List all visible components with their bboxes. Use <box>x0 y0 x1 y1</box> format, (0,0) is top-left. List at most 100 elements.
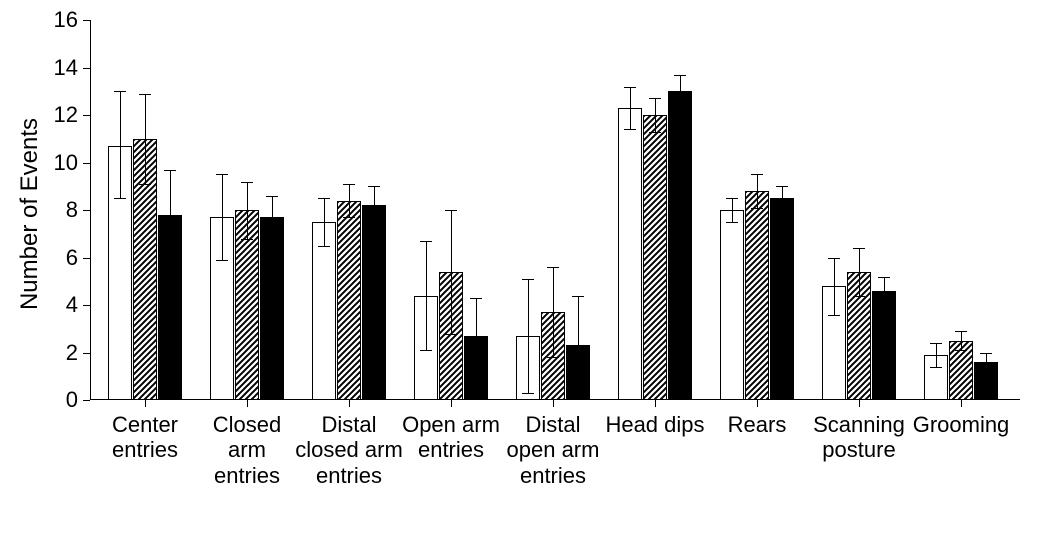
error-bar <box>528 279 529 393</box>
error-bar <box>757 174 758 207</box>
error-bar <box>578 296 579 396</box>
x-category-label: Rears <box>702 412 812 437</box>
bar <box>362 205 386 400</box>
error-cap <box>266 239 278 240</box>
error-cap <box>828 315 840 316</box>
error-cap <box>470 374 482 375</box>
error-bar <box>145 94 146 184</box>
y-tick <box>83 115 90 116</box>
error-bar <box>349 184 350 217</box>
bar <box>618 108 642 400</box>
x-tick <box>757 400 758 407</box>
x-tick <box>859 400 860 407</box>
error-cap <box>368 224 380 225</box>
error-bar <box>476 298 477 374</box>
error-cap <box>216 260 228 261</box>
y-tick <box>83 258 90 259</box>
error-cap <box>368 186 380 187</box>
x-tick <box>247 400 248 407</box>
y-tick-label: 0 <box>42 387 78 413</box>
error-cap <box>420 350 432 351</box>
plot-area: 0246810121416Center entriesClosed arm en… <box>90 20 1020 400</box>
x-tick <box>451 400 452 407</box>
x-category-label: Grooming <box>906 412 1016 437</box>
y-axis-title: Number of Events <box>16 114 44 314</box>
error-cap <box>572 395 584 396</box>
error-bar <box>374 186 375 224</box>
error-cap <box>980 353 992 354</box>
y-tick-label: 10 <box>42 150 78 176</box>
error-cap <box>241 182 253 183</box>
y-axis-line <box>90 20 91 400</box>
error-cap <box>114 198 126 199</box>
error-cap <box>318 246 330 247</box>
error-cap <box>878 277 890 278</box>
error-cap <box>318 198 330 199</box>
error-cap <box>343 184 355 185</box>
error-cap <box>674 75 686 76</box>
y-tick <box>83 68 90 69</box>
x-category-label: Center entries <box>90 412 200 463</box>
error-cap <box>522 279 534 280</box>
error-cap <box>980 372 992 373</box>
error-cap <box>164 260 176 261</box>
error-cap <box>751 208 763 209</box>
error-bar <box>884 277 885 306</box>
y-tick-label: 16 <box>42 7 78 33</box>
y-tick-label: 12 <box>42 102 78 128</box>
bar <box>872 291 896 400</box>
error-cap <box>241 239 253 240</box>
error-cap <box>930 367 942 368</box>
y-tick-label: 4 <box>42 292 78 318</box>
bar <box>720 210 744 400</box>
x-category-label: Scanning posture <box>804 412 914 463</box>
error-cap <box>139 94 151 95</box>
error-bar <box>655 98 656 131</box>
error-cap <box>878 305 890 306</box>
y-tick <box>83 20 90 21</box>
bar <box>745 191 769 400</box>
error-cap <box>470 298 482 299</box>
error-bar <box>936 343 937 367</box>
error-bar <box>834 258 835 315</box>
error-bar <box>732 198 733 222</box>
error-bar <box>680 75 681 108</box>
y-tick <box>83 210 90 211</box>
x-tick <box>553 400 554 407</box>
error-cap <box>649 132 661 133</box>
error-cap <box>955 331 967 332</box>
error-cap <box>751 174 763 175</box>
error-bar <box>553 267 554 357</box>
error-bar <box>986 353 987 372</box>
error-cap <box>343 217 355 218</box>
x-tick <box>961 400 962 407</box>
error-cap <box>139 184 151 185</box>
error-cap <box>853 248 865 249</box>
x-category-label: Open arm entries <box>396 412 506 463</box>
x-category-label: Distal open arm entries <box>498 412 608 488</box>
error-cap <box>624 87 636 88</box>
error-bar <box>961 331 962 350</box>
error-bar <box>859 248 860 296</box>
y-tick-label: 6 <box>42 245 78 271</box>
x-category-label: Head dips <box>600 412 710 437</box>
error-cap <box>547 357 559 358</box>
error-cap <box>572 296 584 297</box>
error-bar <box>120 91 121 198</box>
x-category-label: Distal closed arm entries <box>294 412 404 488</box>
y-tick <box>83 400 90 401</box>
x-category-label: Closed arm entries <box>192 412 302 488</box>
error-bar <box>272 196 273 239</box>
error-cap <box>164 170 176 171</box>
error-cap <box>649 98 661 99</box>
error-bar <box>630 87 631 130</box>
error-cap <box>547 267 559 268</box>
error-cap <box>955 350 967 351</box>
y-tick <box>83 163 90 164</box>
y-tick-label: 2 <box>42 340 78 366</box>
y-tick <box>83 353 90 354</box>
error-cap <box>776 210 788 211</box>
error-cap <box>420 241 432 242</box>
error-bar <box>222 174 223 260</box>
y-tick <box>83 305 90 306</box>
